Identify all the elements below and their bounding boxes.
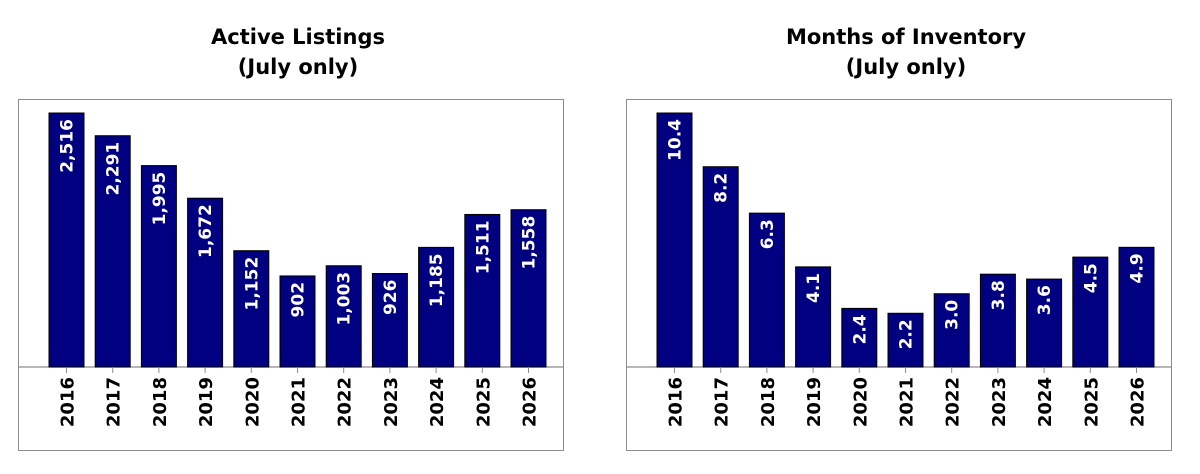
bar (656, 112, 693, 368)
bar-value-label: 2,516 (58, 119, 78, 173)
x-tick-label: 2024 (427, 377, 448, 427)
x-tick-label: 2016 (666, 377, 687, 427)
bar (187, 197, 224, 368)
chart-subtitle: (July only) (845, 55, 967, 79)
bar-value-label: 6.3 (758, 219, 778, 249)
bar (48, 112, 85, 368)
x-tick-label: 2019 (196, 377, 217, 427)
bar-value-label: 1,995 (150, 172, 170, 226)
bar (510, 209, 547, 368)
bar-value-label: 1,558 (520, 216, 540, 270)
bar-value-label: 1,672 (196, 204, 216, 258)
x-tick-label: 2017 (104, 377, 125, 427)
active-listings-chart: Active Listings (July only) 2,516 2016 2,2… (18, 0, 578, 474)
bar (464, 213, 501, 368)
bar (933, 293, 970, 368)
bar-value-label: 2.4 (850, 314, 870, 344)
bar (979, 273, 1016, 368)
x-tick-label: 2016 (58, 377, 79, 427)
bar (325, 265, 362, 368)
x-tick-label: 2019 (804, 377, 825, 427)
x-tick-label: 2026 (1128, 377, 1149, 427)
bar-value-label: 4.1 (804, 273, 824, 303)
x-tick-label: 2023 (989, 377, 1010, 427)
bar (233, 250, 270, 368)
plot-frame (18, 99, 564, 451)
bar (1026, 278, 1063, 368)
bar (279, 275, 316, 368)
bar-value-label: 1,511 (473, 220, 493, 274)
x-tick-label: 2022 (943, 377, 964, 427)
chart-subtitle: (July only) (237, 55, 359, 79)
x-tick-label: 2024 (1035, 377, 1056, 427)
x-tick-label: 2022 (335, 377, 356, 427)
x-tick-label: 2017 (712, 377, 733, 427)
bar-value-label: 3.0 (943, 300, 963, 330)
bar-value-label: 3.6 (1035, 285, 1055, 315)
bar-value-label: 4.9 (1128, 253, 1148, 283)
months-of-inventory-chart: Months of Inventory (July only) 10.4 2016… (626, 0, 1186, 474)
plot-frame (626, 99, 1172, 451)
bar (371, 273, 408, 368)
x-tick-label: 2021 (897, 377, 918, 427)
bar (887, 312, 924, 368)
x-tick-label: 2020 (242, 377, 263, 427)
bar (1118, 246, 1155, 368)
bar-value-label: 1,152 (242, 257, 262, 311)
bar (140, 165, 177, 368)
bar (94, 135, 131, 368)
bar (418, 246, 455, 368)
bar-value-label: 926 (381, 280, 401, 316)
bar-value-label: 10.4 (666, 119, 686, 161)
bar-plot: 10.4 2016 8.2 2017 6.3 2018 4.1 2019 2.4 2020 2.2 2… (627, 112, 1171, 427)
x-tick-label: 2025 (1081, 377, 1102, 427)
x-tick-label: 2020 (850, 377, 871, 427)
bar-value-label: 1,003 (335, 272, 355, 326)
bar-value-label: 4.5 (1081, 263, 1101, 293)
x-tick-label: 2018 (150, 377, 171, 427)
bar-value-label: 902 (289, 282, 309, 318)
x-tick-label: 2025 (473, 377, 494, 427)
bar-plot: 2,516 2016 2,291 2017 1,995 2018 1,672 2019 1,15… (19, 112, 563, 427)
bar (1072, 256, 1109, 368)
x-tick-label: 2021 (289, 377, 310, 427)
bar-value-label: 8.2 (712, 173, 732, 203)
x-tick-label: 2026 (520, 377, 541, 427)
chart-title: Active Listings (211, 25, 385, 49)
bar (748, 212, 785, 368)
bar-value-label: 2,291 (104, 142, 124, 196)
bar-value-label: 2.2 (897, 319, 917, 349)
x-tick-label: 2023 (381, 377, 402, 427)
x-tick-label: 2018 (758, 377, 779, 427)
chart-title: Months of Inventory (785, 25, 1027, 49)
bar-value-label: 1,185 (427, 253, 447, 307)
bar (702, 166, 739, 368)
bar-value-label: 3.8 (989, 280, 1009, 310)
